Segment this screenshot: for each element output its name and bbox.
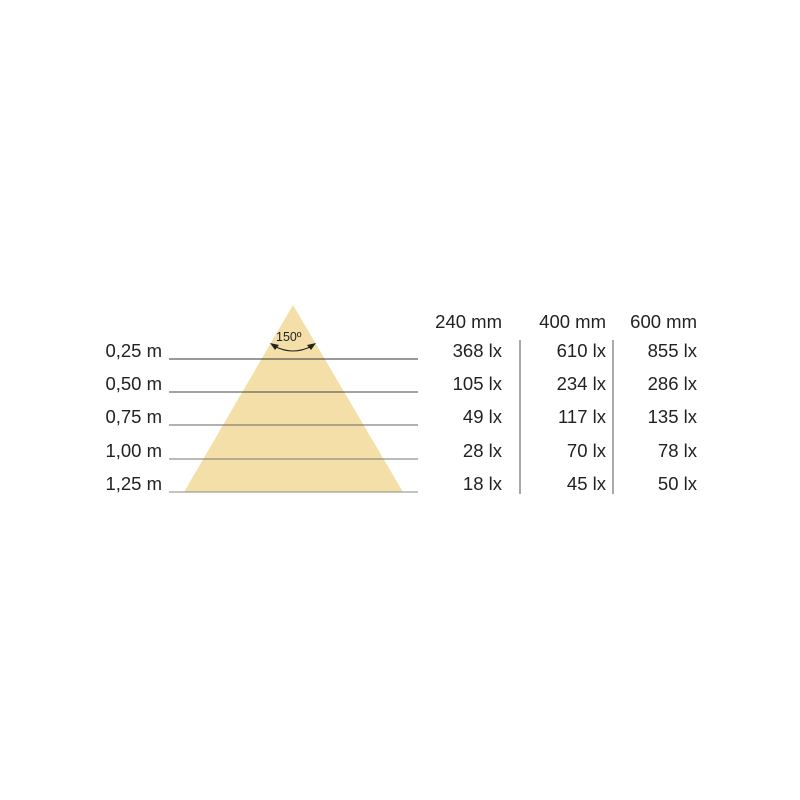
lux-value: 70 lx xyxy=(566,440,606,461)
column-header: 400 mm xyxy=(539,311,606,332)
light-cone xyxy=(184,305,403,492)
lux-value: 286 lx xyxy=(647,373,697,394)
distance-label: 0,50 m xyxy=(105,373,162,394)
lux-value: 49 lx xyxy=(462,406,502,427)
column-header: 240 mm xyxy=(435,311,502,332)
column-header: 600 mm xyxy=(630,311,697,332)
lux-value: 28 lx xyxy=(462,440,502,461)
distance-label: 0,75 m xyxy=(105,406,162,427)
lux-value: 18 lx xyxy=(462,473,502,494)
lux-value: 50 lx xyxy=(657,473,697,494)
beam-angle-label: 150º xyxy=(276,330,302,344)
distance-label: 0,25 m xyxy=(105,340,162,361)
arrow-right-icon xyxy=(307,343,316,350)
lux-value: 234 lx xyxy=(556,373,606,394)
distance-label: 1,25 m xyxy=(105,473,162,494)
lux-value: 610 lx xyxy=(556,340,606,361)
lux-value: 78 lx xyxy=(657,440,697,461)
lux-value: 855 lx xyxy=(647,340,697,361)
angle-arc xyxy=(273,345,313,352)
lux-value: 135 lx xyxy=(647,406,697,427)
distance-label: 1,00 m xyxy=(105,440,162,461)
lux-value: 368 lx xyxy=(452,340,502,361)
arrow-left-icon xyxy=(270,343,279,350)
lux-value: 105 lx xyxy=(452,373,502,394)
lux-value: 45 lx xyxy=(566,473,606,494)
lux-value: 117 lx xyxy=(558,406,606,427)
